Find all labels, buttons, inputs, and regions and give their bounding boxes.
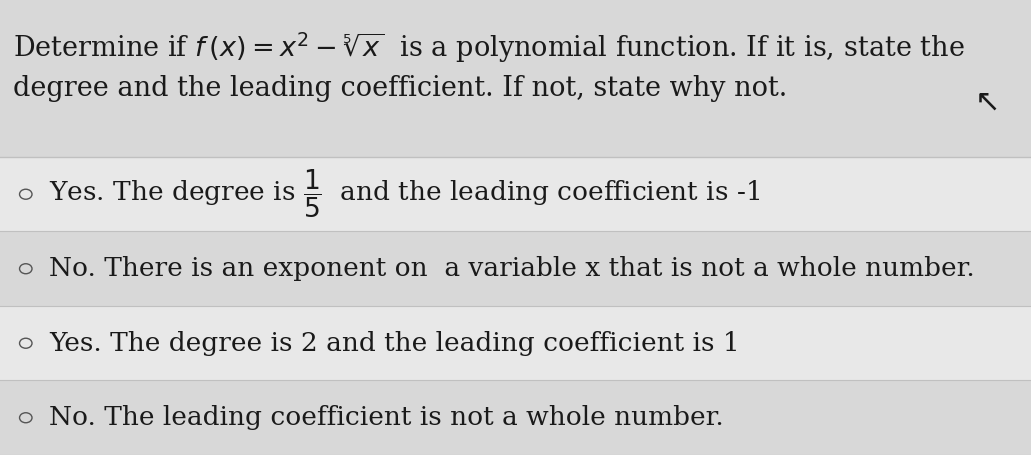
FancyBboxPatch shape [0,232,1031,306]
Text: No. There is an exponent on  a variable x that is not a whole number.: No. There is an exponent on a variable x… [49,256,975,281]
FancyBboxPatch shape [0,157,1031,232]
Text: No. The leading coefficient is not a whole number.: No. The leading coefficient is not a who… [49,405,724,430]
FancyBboxPatch shape [0,306,1031,380]
FancyBboxPatch shape [0,380,1031,455]
Text: degree and the leading coefficient. If not, state why not.: degree and the leading coefficient. If n… [13,75,788,102]
Text: Yes. The degree is 2 and the leading coefficient is 1: Yes. The degree is 2 and the leading coe… [49,331,740,356]
Text: Determine if $f\,(x) =x^2-\sqrt[5]{x}$  is a polynomial function. If it is, stat: Determine if $f\,(x) =x^2-\sqrt[5]{x}$ i… [13,30,965,65]
Text: Yes. The degree is $\dfrac{1}{5}$  and the leading coefficient is -1: Yes. The degree is $\dfrac{1}{5}$ and th… [49,168,761,220]
Text: ↖: ↖ [975,88,1000,117]
FancyBboxPatch shape [0,0,1031,157]
